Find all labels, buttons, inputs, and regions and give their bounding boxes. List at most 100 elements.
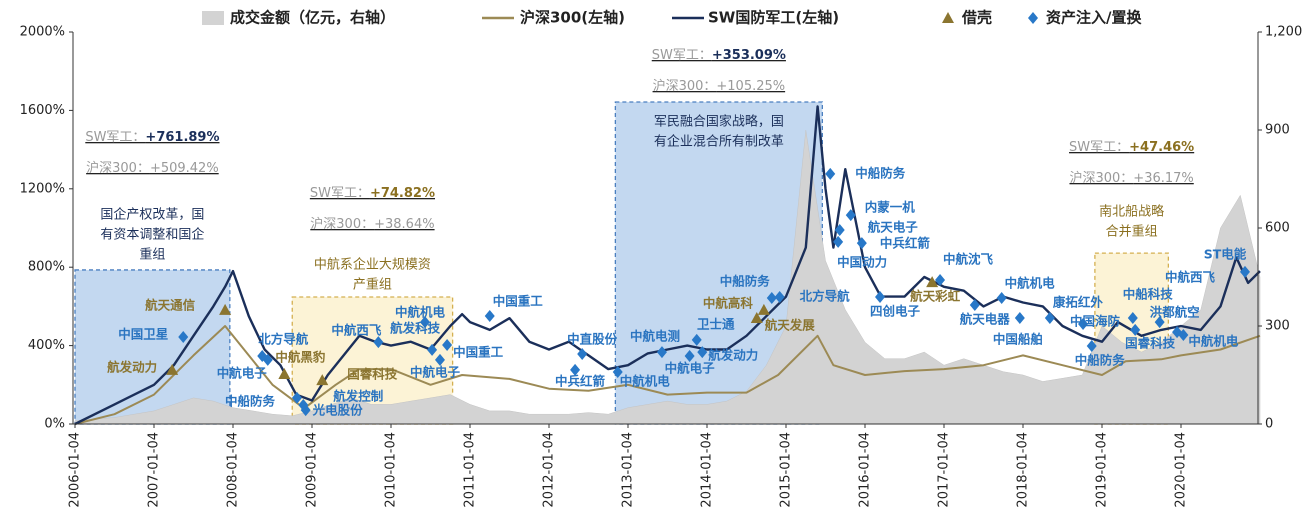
- annotation-label: 北方导航: [258, 331, 309, 346]
- x-tick-label: 2020-01-04: [1174, 432, 1189, 508]
- diamond-marker: [833, 235, 844, 248]
- triangle-marker: [278, 368, 291, 380]
- diamond-marker: [442, 339, 453, 352]
- annotation-label: 航天电子: [868, 219, 919, 234]
- diamond-marker: [1154, 316, 1165, 329]
- plot-area: [74, 101, 1261, 426]
- hs-gain: 沪深300：+509.42%: [86, 160, 219, 176]
- series-line: [74, 325, 1261, 425]
- period-text: 国企产权改革，国: [100, 207, 204, 223]
- diamond-marker: [825, 167, 836, 180]
- diamond-marker: [1078, 318, 1089, 331]
- diamond-marker: [257, 349, 268, 362]
- annotation-label: 中国海防: [1070, 314, 1121, 329]
- y2-tick-label: 600: [1265, 221, 1290, 236]
- annotation-label: 中航黑豹: [275, 350, 325, 365]
- period-text: 有企业混合所有制改革: [654, 134, 784, 150]
- hs-gain: 沪深300：+38.64%: [310, 216, 434, 232]
- annotation-label: 中兵红箭: [555, 373, 606, 388]
- annotation-label: 中航机电: [620, 374, 671, 389]
- annotation-label: 中国船舶: [993, 331, 1043, 346]
- annotation-label: 内蒙一机: [865, 200, 916, 215]
- sw-gain: SW军工：+47.46%: [1069, 140, 1194, 155]
- annotation-label: 北方导航: [800, 288, 851, 303]
- y2-tick-label: 0: [1265, 417, 1273, 432]
- annotation-label: 中航西飞: [1165, 270, 1216, 285]
- period-text: 有资本调整和国企: [100, 227, 204, 243]
- annotation-label: 航发科技: [390, 320, 441, 335]
- diamond-marker: [845, 209, 856, 222]
- annotation-label: 国睿科技: [1125, 335, 1176, 350]
- period-text: 重组: [139, 247, 165, 263]
- annotation-label: 中航电子: [217, 365, 268, 380]
- legend-swatch: [202, 11, 224, 25]
- diamond-marker: [766, 291, 777, 304]
- x-tick-label: 2017-01-04: [937, 432, 952, 508]
- diamond-marker: [291, 391, 302, 404]
- x-tick-label: 2014-01-04: [700, 432, 715, 508]
- x-tick-label: 2010-01-04: [384, 432, 399, 508]
- sw-gain: SW军工：+353.09%: [652, 48, 786, 63]
- diamond-marker: [1130, 323, 1141, 336]
- diamond-marker: [834, 223, 845, 236]
- diamond-marker: [300, 404, 311, 417]
- sw-gain-value: +353.09%: [712, 48, 786, 63]
- diamond-marker: [178, 330, 189, 343]
- annotation-label: 中航西飞: [331, 323, 382, 338]
- diamond-marker: [1086, 339, 1097, 352]
- diamond-marker: [1028, 12, 1038, 24]
- annotation-label: 航发控制: [333, 388, 383, 403]
- diamond-marker: [612, 366, 623, 379]
- y-tick-label: 0%: [44, 417, 65, 432]
- period-text: 南北船战略: [1099, 204, 1164, 220]
- sw-gain-value: +74.82%: [370, 186, 435, 201]
- diamond-marker: [996, 291, 1007, 304]
- y-tick-label: 400%: [28, 338, 65, 353]
- x-tick-label: 2006-01-04: [68, 432, 83, 508]
- diamond-marker: [935, 273, 946, 286]
- hs-gain-value: +105.25%: [716, 79, 785, 94]
- triangle-marker: [166, 363, 179, 375]
- y2-tick-label: 900: [1265, 123, 1290, 138]
- annotation-label: 中船防务: [855, 165, 906, 180]
- annotation-label: 国睿科技: [347, 367, 398, 382]
- diamond-marker: [856, 237, 867, 250]
- annotation-label: ST电能: [1204, 246, 1247, 261]
- sw-gain: SW军工：+761.89%: [85, 130, 219, 145]
- annotation-label: 中航电子: [410, 364, 461, 379]
- diamond-marker: [774, 290, 785, 303]
- annotation-label: 航天电器: [960, 312, 1011, 327]
- sw-gain-label: SW军工：: [310, 186, 370, 201]
- diamond-marker: [1014, 311, 1025, 324]
- annotation-label: 航发动力: [107, 359, 157, 374]
- period-text: 军民融合国家战略，国: [654, 114, 784, 130]
- x-tick-label: 2008-01-04: [226, 432, 241, 508]
- annotation-label: 卫士通: [697, 316, 735, 331]
- diamond-marker: [427, 343, 438, 356]
- hs-gain-value: +38.64%: [374, 217, 434, 232]
- annotation-label: 康拓红外: [1053, 294, 1104, 309]
- y2-tick-label: 1,200: [1265, 25, 1302, 40]
- triangle-marker: [942, 12, 954, 23]
- period-box: [74, 269, 231, 425]
- legend-label: 沪深300(左轴): [520, 9, 625, 27]
- period-text: 产重组: [353, 277, 392, 293]
- sw-gain-label: SW军工：: [85, 130, 145, 145]
- annotation-label: 中直股份: [567, 332, 618, 347]
- diamond-marker: [1127, 311, 1138, 324]
- annotation-label: 航天通信: [145, 297, 196, 312]
- y-tick-label: 2000%: [20, 25, 65, 40]
- annotation-label: 中国重工: [453, 345, 504, 360]
- diamond-marker: [1178, 329, 1189, 342]
- hs-gain-label: 沪深300：: [653, 78, 717, 94]
- sw-gain: SW军工：+74.82%: [310, 186, 435, 201]
- triangle-marker: [219, 303, 232, 315]
- annotation-label: 中船防务: [1075, 352, 1126, 367]
- y-tick-label: 800%: [28, 260, 65, 275]
- volume-area: [74, 129, 1261, 425]
- y-tick-label: 1600%: [20, 103, 65, 118]
- legend-label: 资产注入/置换: [1046, 9, 1142, 27]
- diamond-marker: [656, 346, 667, 359]
- triangle-marker: [750, 311, 763, 323]
